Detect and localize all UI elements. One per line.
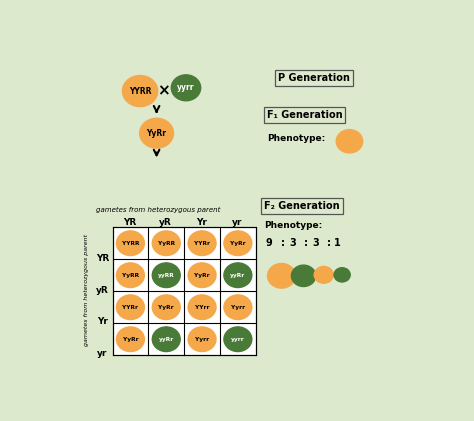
Circle shape xyxy=(188,231,216,256)
Text: :: : xyxy=(282,238,285,248)
Circle shape xyxy=(188,263,216,288)
Circle shape xyxy=(122,75,158,107)
Circle shape xyxy=(224,327,252,352)
Text: yr: yr xyxy=(232,218,242,227)
Text: yyRR: yyRR xyxy=(158,273,174,278)
Text: Phenotype:: Phenotype: xyxy=(264,221,322,230)
Circle shape xyxy=(152,327,180,352)
Circle shape xyxy=(314,266,333,283)
Circle shape xyxy=(152,295,180,320)
Text: YR: YR xyxy=(124,218,137,227)
Circle shape xyxy=(140,118,173,148)
Text: yyRr: yyRr xyxy=(159,337,174,342)
Text: yyrr: yyrr xyxy=(231,337,245,342)
Text: gametes from heterozygous parent: gametes from heterozygous parent xyxy=(83,234,89,346)
Circle shape xyxy=(267,264,295,288)
Text: YyRr: YyRr xyxy=(230,241,246,246)
Text: 9: 9 xyxy=(266,238,273,248)
Text: :: : xyxy=(327,238,330,248)
Text: 1: 1 xyxy=(334,238,341,248)
Text: gametes from heterozygous parent: gametes from heterozygous parent xyxy=(96,207,220,213)
Text: 3: 3 xyxy=(289,238,296,248)
Text: :: : xyxy=(304,238,308,248)
Text: yR: yR xyxy=(96,286,109,295)
Circle shape xyxy=(224,231,252,256)
Text: YYRR: YYRR xyxy=(129,87,151,96)
Circle shape xyxy=(224,295,252,320)
Text: Phenotype:: Phenotype: xyxy=(267,133,325,143)
Circle shape xyxy=(117,295,145,320)
Text: YYRR: YYRR xyxy=(122,241,139,246)
Text: yyrr: yyrr xyxy=(177,83,195,92)
Text: YyRr: YyRr xyxy=(158,305,174,310)
Text: ×: × xyxy=(157,83,170,99)
Text: YyRR: YyRR xyxy=(122,273,139,278)
Circle shape xyxy=(117,263,145,288)
Circle shape xyxy=(117,231,145,256)
Text: YYRr: YYRr xyxy=(194,241,210,246)
Text: Yr: Yr xyxy=(97,317,108,326)
Text: YR: YR xyxy=(96,254,109,263)
Circle shape xyxy=(336,130,363,153)
Text: yR: yR xyxy=(159,218,172,227)
Circle shape xyxy=(334,268,350,282)
Text: F₁ Generation: F₁ Generation xyxy=(267,110,342,120)
Text: YyRr: YyRr xyxy=(194,273,210,278)
Circle shape xyxy=(171,75,201,101)
Text: Yyrr: Yyrr xyxy=(231,305,245,310)
Circle shape xyxy=(152,263,180,288)
Bar xyxy=(112,227,256,355)
Text: yyRr: yyRr xyxy=(230,273,246,278)
Text: F₂ Generation: F₂ Generation xyxy=(264,201,340,211)
Circle shape xyxy=(224,263,252,288)
Circle shape xyxy=(292,265,316,287)
Text: Yr: Yr xyxy=(196,218,207,227)
Text: Yyrr: Yyrr xyxy=(195,337,209,342)
Text: 3: 3 xyxy=(312,238,319,248)
Text: yr: yr xyxy=(98,349,108,358)
Circle shape xyxy=(188,295,216,320)
Text: YYrr: YYrr xyxy=(195,305,210,310)
Text: YyRR: YyRR xyxy=(158,241,175,246)
Text: YYRr: YYRr xyxy=(122,305,138,310)
Circle shape xyxy=(188,327,216,352)
Text: P Generation: P Generation xyxy=(278,73,350,83)
Text: YyRr: YyRr xyxy=(123,337,138,342)
Circle shape xyxy=(117,327,145,352)
Circle shape xyxy=(152,231,180,256)
Text: YyRr: YyRr xyxy=(146,129,166,138)
